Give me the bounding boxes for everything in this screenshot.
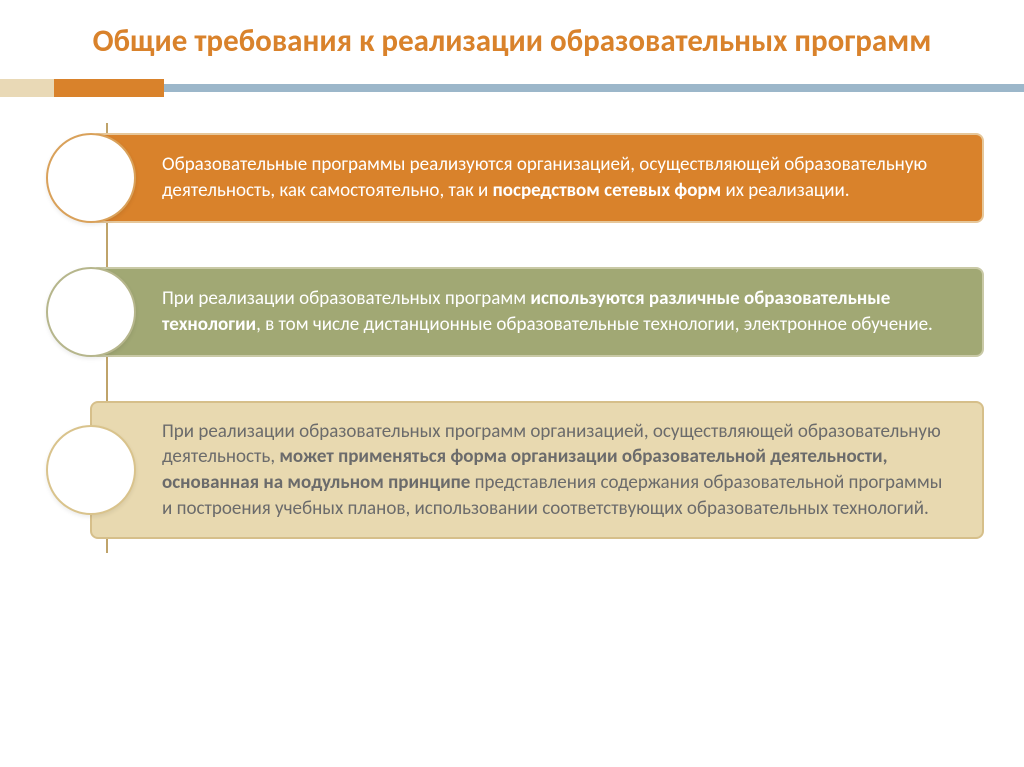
item-box: При реализации образовательных программ … [90, 401, 984, 540]
item-text: Образовательные программы реализуются ор… [162, 152, 954, 203]
diagram-item: Образовательные программы реализуются ор… [90, 133, 984, 223]
page-title: Общие требования к реализации образовате… [0, 0, 1024, 79]
item-box: Образовательные программы реализуются ор… [90, 133, 984, 223]
item-circle [46, 425, 136, 515]
accent-bar [0, 79, 1024, 97]
item-circle [46, 133, 136, 223]
accent-segment-2 [54, 79, 164, 97]
item-circle [46, 267, 136, 357]
accent-thin [164, 84, 1024, 92]
item-box: При реализации образовательных программ … [90, 267, 984, 357]
diagram: Образовательные программы реализуются ор… [0, 133, 1024, 540]
item-text: При реализации образовательных программ … [162, 286, 954, 337]
item-text: При реализации образовательных программ … [162, 419, 954, 522]
diagram-item: При реализации образовательных программ … [90, 401, 984, 540]
diagram-item: При реализации образовательных программ … [90, 267, 984, 357]
accent-segment-1 [0, 79, 54, 97]
